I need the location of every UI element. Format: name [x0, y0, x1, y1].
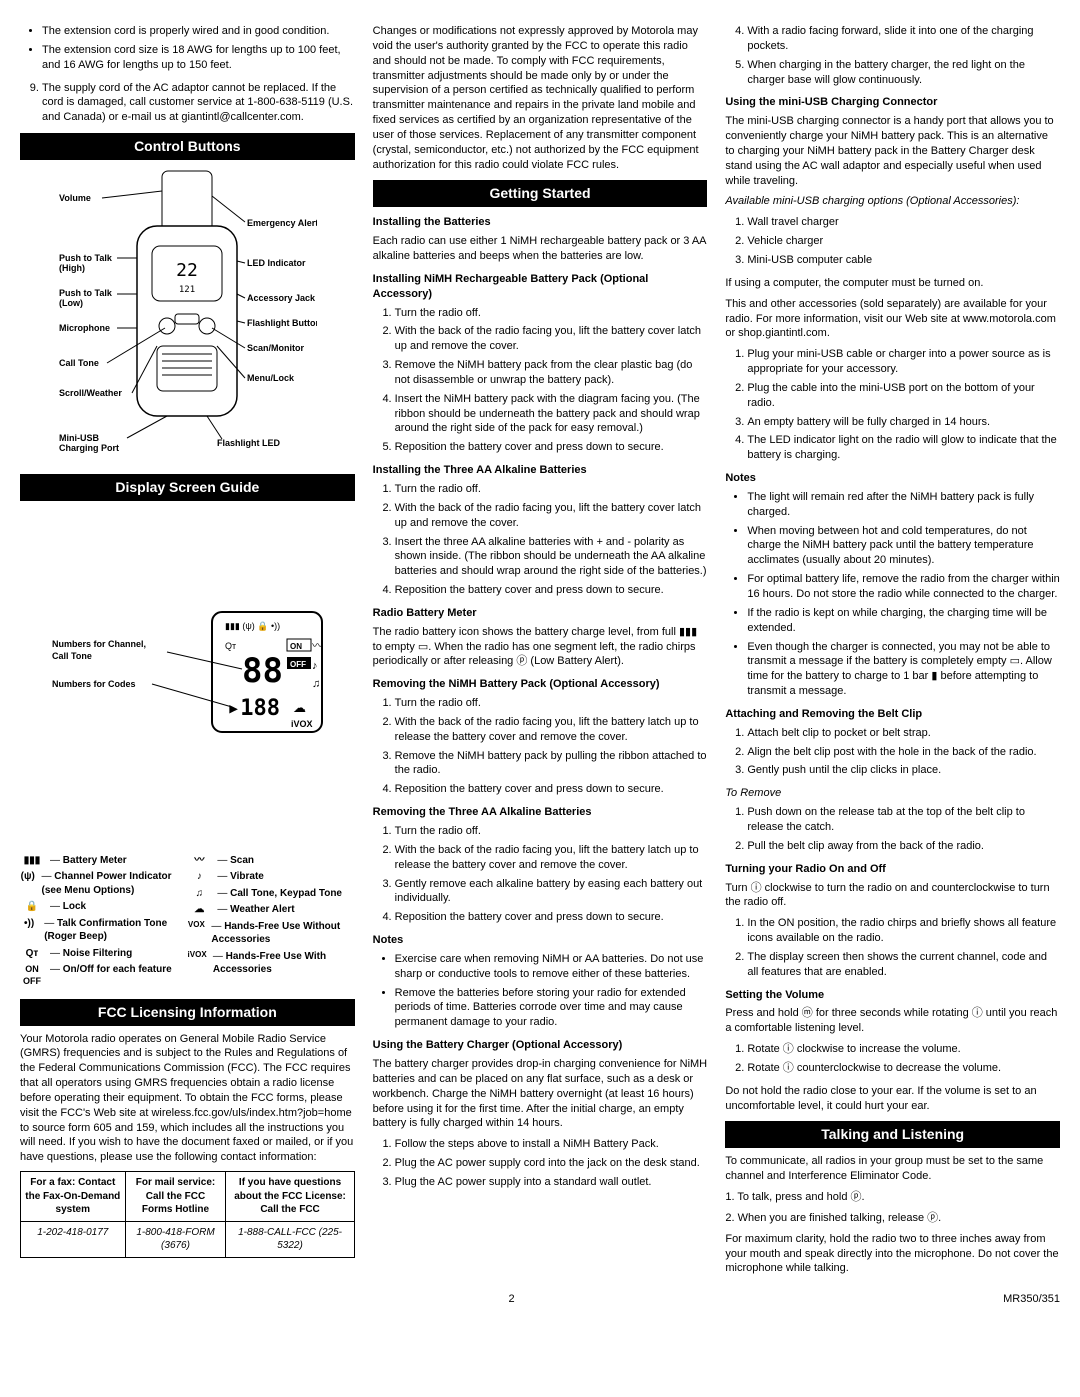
bullet: The extension cord size is 18 AWG for le…: [42, 43, 355, 73]
notes-title: Notes: [373, 933, 708, 948]
svg-text:88: 88: [242, 651, 283, 691]
svg-text:Menu/Lock: Menu/Lock: [247, 373, 295, 383]
svg-text:Flashlight Button: Flashlight Button: [247, 318, 317, 328]
column-2: Changes or modifications not expressly a…: [373, 20, 708, 1282]
belt-attach-steps: Attach belt clip to pocket or belt strap…: [725, 726, 1060, 779]
sub-miniusb: Using the mini-USB Charging Connector: [725, 95, 1060, 110]
fcc-body: Your Motorola radio operates on General …: [20, 1032, 355, 1166]
svg-text:Charging Port: Charging Port: [59, 443, 119, 453]
svg-text:Microphone: Microphone: [59, 323, 110, 333]
sub-install-aa: Installing the Three AA Alkaline Batteri…: [373, 463, 708, 478]
miniusb-options: Wall travel chargerVehicle chargerMini-U…: [725, 215, 1060, 268]
volume-steps: Rotate ⓘ clockwise to increase the volum…: [725, 1042, 1060, 1076]
sub-install-nimh: Installing NiMH Rechargeable Battery Pac…: [373, 272, 708, 302]
sub-belt-clip: Attaching and Removing the Belt Clip: [725, 707, 1060, 722]
header-control-buttons: Control Buttons: [20, 133, 355, 160]
sub-volume: Setting the Volume: [725, 988, 1060, 1003]
page: The extension cord is properly wired and…: [0, 0, 1080, 1292]
page-number: 2: [509, 1292, 515, 1307]
svg-text:Emergency Alert: Emergency Alert: [247, 218, 317, 228]
svg-text:LED Indicator: LED Indicator: [247, 258, 306, 268]
charger-steps-cont: With a radio facing forward, slide it in…: [725, 24, 1060, 87]
radio-diagram: 22 121 Volume Push to Talk(High) Push to…: [20, 166, 355, 466]
bullet: The extension cord is properly wired and…: [42, 24, 355, 39]
svg-text:Mini-USB: Mini-USB: [59, 433, 99, 443]
notes-title-2: Notes: [725, 471, 1060, 486]
svg-text:22: 22: [176, 260, 198, 281]
sub-remove-aa: Removing the Three AA Alkaline Batteries: [373, 805, 708, 820]
svg-text:Numbers for Channel,: Numbers for Channel,: [52, 639, 146, 649]
display-legend: ▮▮▮— Battery Meter (ψ)— Channel Power In…: [20, 851, 355, 991]
svg-text:Scroll/Weather: Scroll/Weather: [59, 388, 122, 398]
sub-install-batteries: Installing the Batteries: [373, 215, 708, 230]
display-diagram: ▮▮▮ (ψ) 🔒 •)) Qᴛ ON 〰 OFF ♪ 88 ♫ ▸188 ☁ …: [47, 507, 327, 847]
remove-aa-steps: Turn the radio off.With the back of the …: [373, 824, 708, 925]
header-fcc: FCC Licensing Information: [20, 999, 355, 1026]
charger-steps: Follow the steps above to install a NiMH…: [373, 1137, 708, 1190]
svg-text:(High): (High): [59, 263, 85, 273]
sub-remove-nimh: Removing the NiMH Battery Pack (Optional…: [373, 677, 708, 692]
list-item: The supply cord of the AC adaptor cannot…: [42, 81, 355, 126]
svg-text:121: 121: [179, 285, 195, 295]
footer: 2 MR350/351: [0, 1292, 1080, 1321]
svg-text:iVOX: iVOX: [291, 719, 313, 729]
svg-text:OFF: OFF: [290, 660, 306, 669]
fcc-contact-table: For a fax: Contact the Fax-On-Demand sys…: [20, 1171, 355, 1258]
sub-on-off: Turning your Radio On and Off: [725, 862, 1060, 877]
svg-text:Flashlight LED: Flashlight LED: [217, 438, 281, 448]
header-getting-started: Getting Started: [373, 180, 708, 207]
svg-text:Push to Talk: Push to Talk: [59, 253, 113, 263]
fcc-changes-para: Changes or modifications not expressly a…: [373, 24, 708, 172]
notes-list-1: Exercise care when removing NiMH or AA b…: [373, 952, 708, 1030]
onoff-steps: In the ON position, the radio chirps and…: [725, 916, 1060, 979]
svg-text:ON: ON: [290, 642, 302, 651]
belt-remove-steps: Push down on the release tab at the top …: [725, 805, 1060, 854]
sub-battery-charger: Using the Battery Charger (Optional Acce…: [373, 1038, 708, 1053]
svg-text:Call Tone: Call Tone: [59, 358, 99, 368]
notes-list-2: The light will remain red after the NiMH…: [725, 490, 1060, 699]
sub-radio-meter: Radio Battery Meter: [373, 606, 708, 621]
svg-text:Push to Talk: Push to Talk: [59, 288, 113, 298]
column-3: With a radio facing forward, slide it in…: [725, 20, 1060, 1282]
column-1: The extension cord is properly wired and…: [20, 20, 355, 1282]
svg-text:☁: ☁: [293, 700, 306, 715]
svg-text:〰: 〰: [312, 640, 323, 652]
miniusb-steps: Plug your mini-USB cable or charger into…: [725, 347, 1060, 463]
cord-bullets: The extension cord is properly wired and…: [20, 24, 355, 73]
svg-text:Numbers for Codes: Numbers for Codes: [52, 679, 136, 689]
nimh-steps: Turn the radio off.With the back of the …: [373, 306, 708, 456]
svg-text:♪: ♪: [312, 660, 318, 672]
svg-text:Accessory Jack: Accessory Jack: [247, 293, 316, 303]
svg-text:(Low): (Low): [59, 298, 83, 308]
svg-text:♫: ♫: [312, 678, 320, 690]
header-talking: Talking and Listening: [725, 1121, 1060, 1148]
svg-text:Call Tone: Call Tone: [52, 651, 92, 661]
model-number: MR350/351: [1003, 1292, 1060, 1307]
aa-steps: Turn the radio off.With the back of the …: [373, 482, 708, 598]
remove-nimh-steps: Turn the radio off.With the back of the …: [373, 696, 708, 797]
svg-text:▮▮▮ (ψ) 🔒 •)): ▮▮▮ (ψ) 🔒 •)): [225, 621, 280, 631]
svg-text:Qᴛ: Qᴛ: [225, 641, 236, 651]
ol-9: The supply cord of the AC adaptor cannot…: [20, 81, 355, 126]
svg-text:▸188: ▸188: [227, 696, 280, 721]
header-display-guide: Display Screen Guide: [20, 474, 355, 501]
svg-text:Volume: Volume: [59, 193, 91, 203]
svg-text:Scan/Monitor: Scan/Monitor: [247, 343, 304, 353]
